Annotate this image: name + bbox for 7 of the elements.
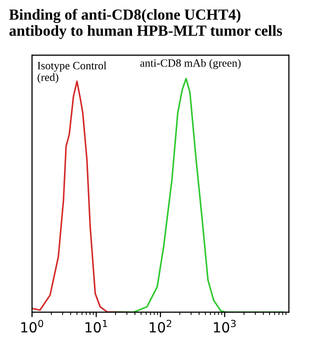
x-tick-label: 10$^{0}$ xyxy=(21,320,44,333)
x-tick-label: 10$^{3}$ xyxy=(214,320,236,333)
chart-title: Binding of anti-CD8(clone UCHT4) antibody to human HPB-MLT tumor cells xyxy=(9,8,282,39)
x-tick-label: 10$^{1}$ xyxy=(86,320,108,333)
x-tick-label: 10$^{2}$ xyxy=(150,320,172,333)
annotation: Isotype Control (red) xyxy=(38,62,106,84)
text: anti-CD8 mAb (green) xyxy=(140,58,241,70)
